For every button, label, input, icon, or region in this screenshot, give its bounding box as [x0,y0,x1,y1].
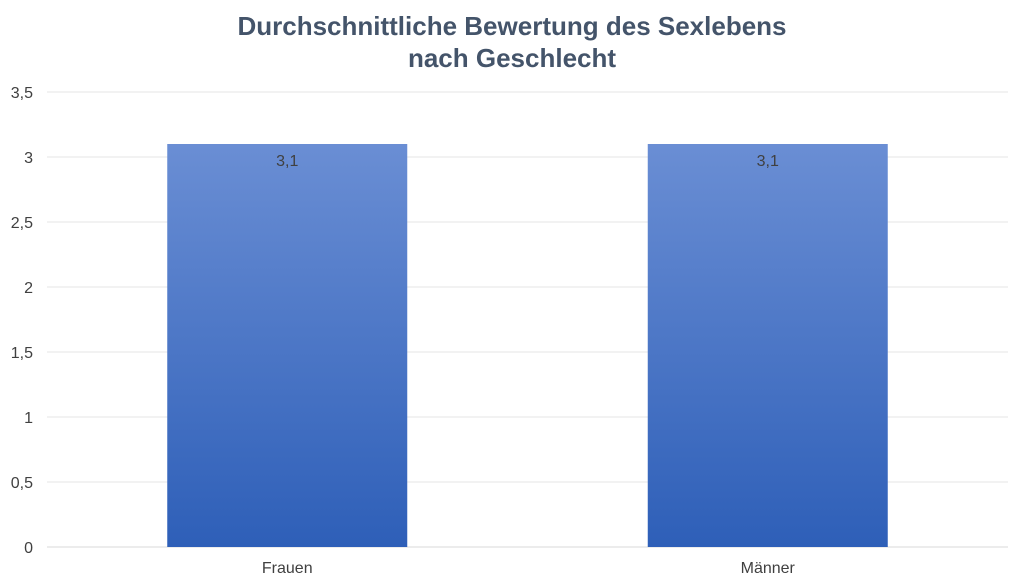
y-tick-label: 3,5 [11,85,33,102]
chart-title: Durchschnittliche Bewertung des Sexleben… [0,10,1024,74]
y-tick-label: 2 [24,280,33,297]
bar [647,144,888,547]
x-category-label: Frauen [262,560,313,577]
bars [167,144,888,547]
y-tick-label: 1,5 [11,345,33,362]
data-label: 3,1 [757,153,779,170]
y-tick-label: 3 [24,150,33,167]
y-tick-label: 1 [24,410,33,427]
y-tick-label: 0 [24,540,33,557]
x-axis-categories: Frauen Männer [262,560,796,577]
data-label: 3,1 [276,153,298,170]
x-category-label: Männer [741,560,796,577]
y-tick-label: 0,5 [11,475,33,492]
chart-title-line-1: Durchschnittliche Bewertung des Sexleben… [237,11,787,41]
chart-title-line-2: nach Geschlecht [407,43,617,73]
y-axis-ticks: 0 0,5 1 1,5 2 2,5 3 3,5 [11,85,33,557]
data-labels: 3,1 3,1 [276,153,779,170]
y-tick-label: 2,5 [11,215,33,232]
bar [167,144,408,547]
